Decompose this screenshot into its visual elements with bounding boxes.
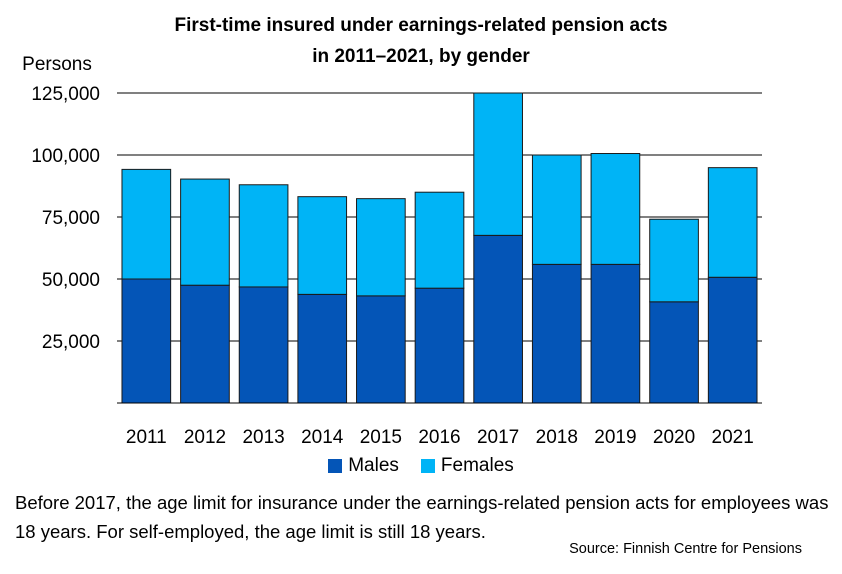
x-tick-label: 2021 — [712, 427, 754, 448]
bar-females-2020 — [649, 218, 699, 303]
legend-swatch-females — [420, 459, 435, 473]
bar-males-2014 — [297, 293, 348, 404]
footnote: Before 2017, the age limit for insurance… — [15, 492, 829, 542]
x-tick-label: 2020 — [653, 427, 695, 448]
y-tick-labels: 25,000 50,000 75,000 100,000 125,000 — [31, 84, 100, 353]
x-tick-label: 2016 — [418, 427, 460, 448]
bar-females-2017 — [473, 92, 523, 236]
bar-females-2018 — [531, 154, 582, 265]
bar-females-2019 — [590, 153, 641, 265]
legend-label-females: Females — [440, 455, 514, 476]
x-tick-label: 2012 — [184, 427, 226, 448]
x-tick-label: 2014 — [301, 427, 344, 448]
bars — [121, 92, 758, 404]
y-tick-label: 75,000 — [42, 208, 100, 229]
x-tick-label: 2018 — [536, 427, 578, 448]
bar-males-2017 — [473, 234, 523, 404]
bar-females-2013 — [238, 184, 289, 288]
legend-item-females: Females — [420, 455, 514, 477]
bar-males-2013 — [238, 286, 289, 404]
y-tick-label: 50,000 — [42, 270, 100, 291]
legend: Males Females — [0, 455, 842, 477]
x-tick-label: 2015 — [360, 427, 402, 448]
y-tick-label: 125,000 — [31, 84, 100, 105]
bar-males-2018 — [531, 263, 582, 404]
bar-females-2021 — [707, 167, 758, 278]
x-tick-label: 2013 — [242, 427, 284, 448]
chart-plot: Persons 25,000 50,000 75,000 100,000 125,000… — [22, 54, 762, 448]
legend-swatch-males — [328, 459, 343, 473]
bar-females-2015 — [356, 198, 406, 297]
x-tick-labels: 2011 2012 2013 2014 2015 2016 2017 2018 2019 2020… — [126, 427, 754, 448]
bar-males-2021 — [707, 276, 758, 404]
y-tick-label: 25,000 — [42, 332, 100, 353]
bar-females-2011 — [121, 168, 172, 280]
bar-males-2016 — [414, 287, 465, 404]
bar-males-2020 — [649, 301, 699, 404]
x-tick-label: 2011 — [126, 427, 167, 448]
bar-males-2011 — [121, 278, 172, 404]
bar-males-2012 — [180, 284, 230, 404]
bar-females-2014 — [297, 196, 348, 295]
chart-title: First-time insured under earnings-relate… — [0, 10, 842, 72]
bar-females-2012 — [180, 178, 230, 286]
chart-title-line-1: First-time insured under earnings-relate… — [174, 15, 668, 36]
bar-males-2015 — [356, 295, 406, 404]
x-tick-label: 2019 — [594, 427, 636, 448]
bar-males-2019 — [590, 263, 641, 404]
y-axis-label: Persons — [22, 54, 92, 75]
legend-item-males: Males — [328, 455, 399, 477]
legend-label-males: Males — [348, 455, 399, 476]
bar-females-2016 — [414, 191, 465, 289]
chart-title-line-2: in 2011–2021, by gender — [312, 46, 530, 67]
source-note: Source: Finnish Centre for Pensions — [569, 541, 802, 557]
y-tick-label: 100,000 — [31, 146, 100, 167]
x-tick-label: 2017 — [477, 427, 519, 448]
